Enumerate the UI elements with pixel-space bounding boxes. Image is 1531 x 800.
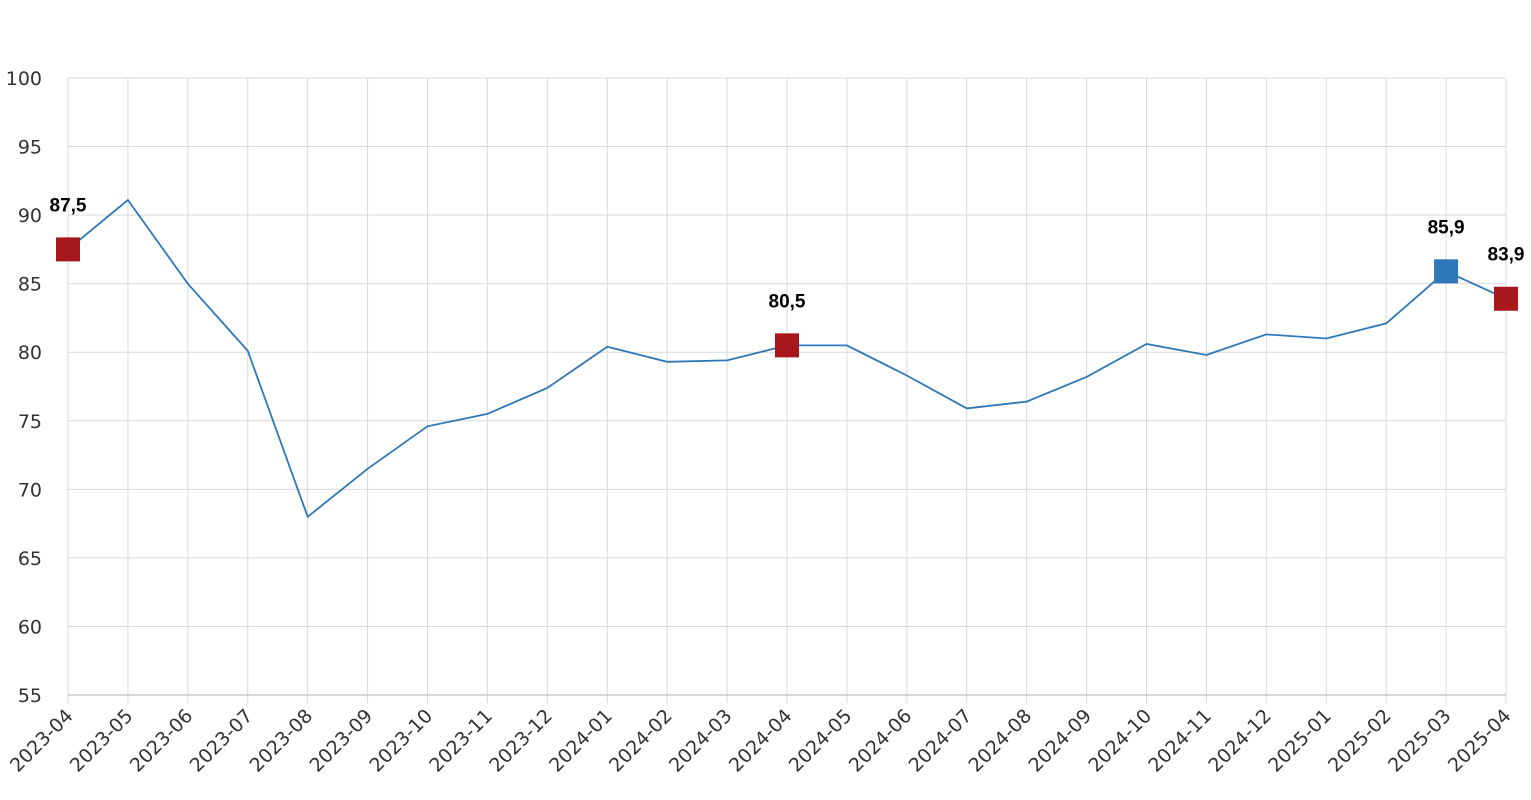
x-tick-label: 2025-04 (1444, 705, 1516, 777)
y-tick-label: 95 (18, 137, 42, 159)
x-tick-label: 2024-11 (1144, 705, 1216, 777)
x-tick-label: 2023-10 (365, 705, 437, 777)
x-tick-label: 2023-04 (6, 705, 78, 777)
x-tick-label: 2024-08 (965, 705, 1037, 777)
x-tick-label: 2023-09 (305, 705, 377, 777)
y-tick-label: 75 (18, 411, 42, 433)
x-tick-label: 2024-07 (905, 705, 977, 777)
y-tick-label: 90 (18, 205, 42, 227)
x-tick-label: 2023-08 (246, 705, 318, 777)
y-tick-label: 80 (18, 342, 42, 364)
data-label: 83,9 (1488, 245, 1525, 266)
highlight-marker (1434, 259, 1459, 284)
highlight-marker (1494, 286, 1518, 311)
x-tick-label: 2024-04 (725, 705, 797, 777)
x-tick-label: 2023-05 (66, 705, 138, 777)
highlight-marker (775, 333, 799, 358)
y-tick-label: 60 (18, 616, 42, 638)
grid-lines (67, 77, 1507, 703)
y-tick-label: 70 (18, 479, 42, 501)
x-tick-label: 2025-01 (1264, 705, 1336, 777)
data-labels: 87,5 80,5 85,9 83,9 (50, 195, 1525, 312)
data-label: 80,5 (769, 291, 806, 312)
x-tick-label: 2024-09 (1024, 705, 1096, 777)
y-tick-label: 65 (18, 548, 42, 570)
data-label: 85,9 (1428, 217, 1465, 238)
y-axis-ticks: 55 60 65 70 75 80 85 90 95 100 (6, 68, 42, 707)
y-tick-label: 85 (18, 274, 42, 296)
x-tick-label: 2023-07 (186, 705, 258, 777)
y-tick-label: 55 (18, 685, 42, 707)
highlight-marker (56, 237, 80, 262)
x-tick-label: 2024-10 (1084, 705, 1156, 777)
x-tick-label: 2024-12 (1204, 705, 1276, 777)
x-tick-label: 2023-12 (485, 705, 557, 777)
highlight-markers (56, 237, 1518, 358)
x-tick-label: 2024-01 (545, 705, 617, 777)
x-tick-label: 2024-03 (665, 705, 737, 777)
x-tick-label: 2024-05 (785, 705, 857, 777)
x-tick-label: 2025-02 (1324, 705, 1396, 777)
x-tick-label: 2024-06 (845, 705, 917, 777)
y-tick-label: 100 (6, 68, 42, 90)
data-label: 87,5 (50, 195, 87, 216)
x-tick-label: 2025-03 (1384, 705, 1456, 777)
x-tick-label: 2023-11 (425, 705, 497, 777)
x-axis-ticks: 2023-042023-052023-062023-072023-082023-… (6, 705, 1516, 777)
x-tick-label: 2024-02 (605, 705, 677, 777)
x-tick-label: 2023-06 (126, 705, 198, 777)
